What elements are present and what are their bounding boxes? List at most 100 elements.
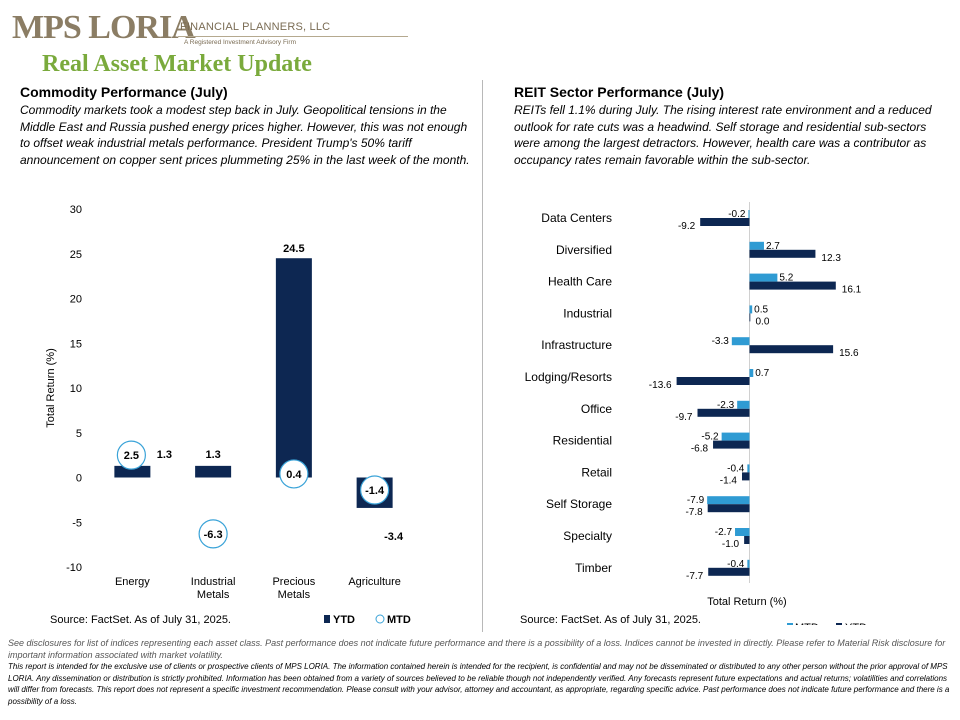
legend-mtd-swatch — [375, 614, 385, 624]
category-label: Retail — [581, 465, 612, 479]
ytd-data-label: -1.4 — [720, 475, 738, 486]
mtd-bar — [731, 337, 750, 346]
mtd-marker — [279, 459, 309, 489]
company-logo: MPS LORIA FINANCIAL PLANNERS, LLC A Regi… — [12, 8, 412, 54]
mtd-data-label: -0.2 — [728, 209, 746, 220]
mtd-bar — [749, 273, 778, 282]
y-tick-label: 0 — [76, 473, 82, 485]
category-label: Industrial — [563, 306, 612, 320]
ytd-bar — [114, 465, 151, 478]
mtd-data-label: -5.2 — [701, 432, 719, 443]
ytd-bar — [676, 377, 750, 385]
ytd-bar — [697, 408, 750, 417]
ytd-bar — [275, 258, 312, 478]
x-axis-label: Total Return (%) — [707, 596, 786, 608]
category-label: Agriculture — [348, 576, 401, 588]
ytd-data-label: -3.4 — [384, 531, 404, 543]
category-label: Residential — [553, 434, 612, 448]
reit-sector-chart: Data Centers -0.2 -9.2 Diversified 2.7 12.3 He… — [525, 202, 867, 625]
legend-ytd-swatch — [836, 623, 842, 625]
ytd-bar — [700, 218, 750, 226]
y-tick-label: 30 — [70, 204, 82, 216]
legend-mtd-swatch — [787, 623, 793, 625]
mtd-data-label: -7.9 — [687, 495, 705, 506]
reit-section-title: REIT Sector Performance (July) — [514, 84, 725, 100]
y-tick-label: 10 — [70, 383, 82, 395]
mtd-bar — [748, 210, 750, 218]
mtd-data-label: -1.4 — [365, 485, 385, 497]
ytd-bar — [749, 249, 816, 258]
y-tick-label: 5 — [76, 428, 82, 440]
commodity-section-text: Commodity markets took a modest step bac… — [20, 103, 470, 167]
category-label: Diversified — [556, 243, 612, 257]
ytd-data-label: 24.5 — [283, 243, 304, 255]
y-tick-label: -10 — [66, 562, 82, 574]
mtd-marker — [116, 440, 146, 470]
ytd-data-label: 1.3 — [205, 449, 220, 461]
mtd-data-label: -3.3 — [712, 336, 730, 347]
logo-rule — [178, 36, 408, 37]
ytd-bar — [713, 440, 750, 449]
ytd-bar — [195, 465, 232, 478]
commodity-source: Source: FactSet. As of July 31, 2025. — [50, 614, 231, 626]
mtd-bar — [737, 400, 750, 409]
ytd-data-label: 16.1 — [842, 285, 862, 296]
mtd-bar — [747, 559, 750, 568]
category-label: Metals — [278, 589, 311, 601]
reit-section-text: REITs fell 1.1% during July. The rising … — [514, 103, 932, 167]
category-label: Lodging/Resorts — [525, 370, 612, 384]
commodity-performance-chart: -10 -5 0 5 10 15 20 25 30 Total Return (%) 1.3 2.5 E… — [45, 204, 411, 625]
ytd-bar — [749, 345, 834, 354]
y-tick-label: 25 — [70, 249, 82, 261]
ytd-data-label: -9.7 — [675, 412, 693, 423]
ytd-bar — [744, 536, 750, 544]
mtd-data-label: -6.3 — [204, 529, 223, 541]
y-axis-label: Total Return (%) — [45, 348, 57, 427]
y-tick-label: -5 — [72, 517, 82, 529]
ytd-data-label: 0.0 — [756, 316, 770, 327]
ytd-data-label: -7.7 — [686, 571, 704, 582]
mtd-data-label: -0.4 — [727, 463, 745, 474]
category-label: Data Centers — [541, 211, 612, 225]
mtd-data-label: 5.2 — [779, 273, 793, 284]
category-label: Specialty — [563, 529, 612, 543]
disclosure-indices: See disclosures for list of indices repr… — [8, 638, 946, 660]
ytd-bar — [708, 567, 750, 576]
legend-ytd-label: YTD — [845, 622, 867, 625]
mtd-data-label: 0.7 — [755, 368, 769, 379]
legend-mtd-label: MTD — [387, 614, 411, 625]
ytd-data-label: 15.6 — [839, 348, 859, 359]
category-label: Office — [581, 402, 612, 416]
page-title: Real Asset Market Update — [42, 51, 312, 77]
mtd-bar — [749, 305, 753, 314]
ytd-bar — [749, 281, 836, 290]
category-label: Infrastructure — [541, 338, 612, 352]
category-label: Metals — [197, 589, 230, 601]
mtd-data-label: 0.5 — [754, 304, 768, 315]
ytd-data-label: -9.2 — [678, 221, 696, 232]
reit-source: Source: FactSet. As of July 31, 2025. — [520, 614, 701, 626]
ytd-data-label: -13.6 — [649, 380, 672, 391]
category-label: Industrial — [191, 576, 236, 588]
ytd-data-label: 12.3 — [821, 253, 841, 264]
mtd-bar — [707, 496, 750, 505]
ytd-data-label: 1.3 — [157, 449, 172, 461]
category-label: Self Storage — [546, 497, 612, 511]
y-tick-label: 15 — [70, 338, 82, 350]
mtd-data-label: -0.4 — [727, 559, 745, 570]
y-tick-label: 20 — [70, 294, 82, 306]
disclosure-legal: This report is intended for the exclusiv… — [8, 662, 950, 706]
mtd-data-label: 2.5 — [124, 450, 139, 462]
legend-mtd-label: MTD — [795, 622, 819, 625]
mtd-data-label: -2.7 — [715, 527, 733, 538]
logo-tagline: A Registered Investment Advisory Firm — [184, 39, 296, 46]
logo-subtitle: FINANCIAL PLANNERS, LLC — [180, 21, 331, 33]
category-label: Timber — [575, 561, 612, 575]
mtd-data-label: 2.7 — [766, 241, 780, 252]
mtd-bar — [721, 432, 750, 441]
mtd-marker — [360, 475, 390, 505]
legend-ytd-swatch — [324, 615, 330, 623]
section-divider — [482, 80, 483, 632]
category-label: Energy — [115, 576, 150, 588]
mtd-bar — [749, 241, 764, 250]
